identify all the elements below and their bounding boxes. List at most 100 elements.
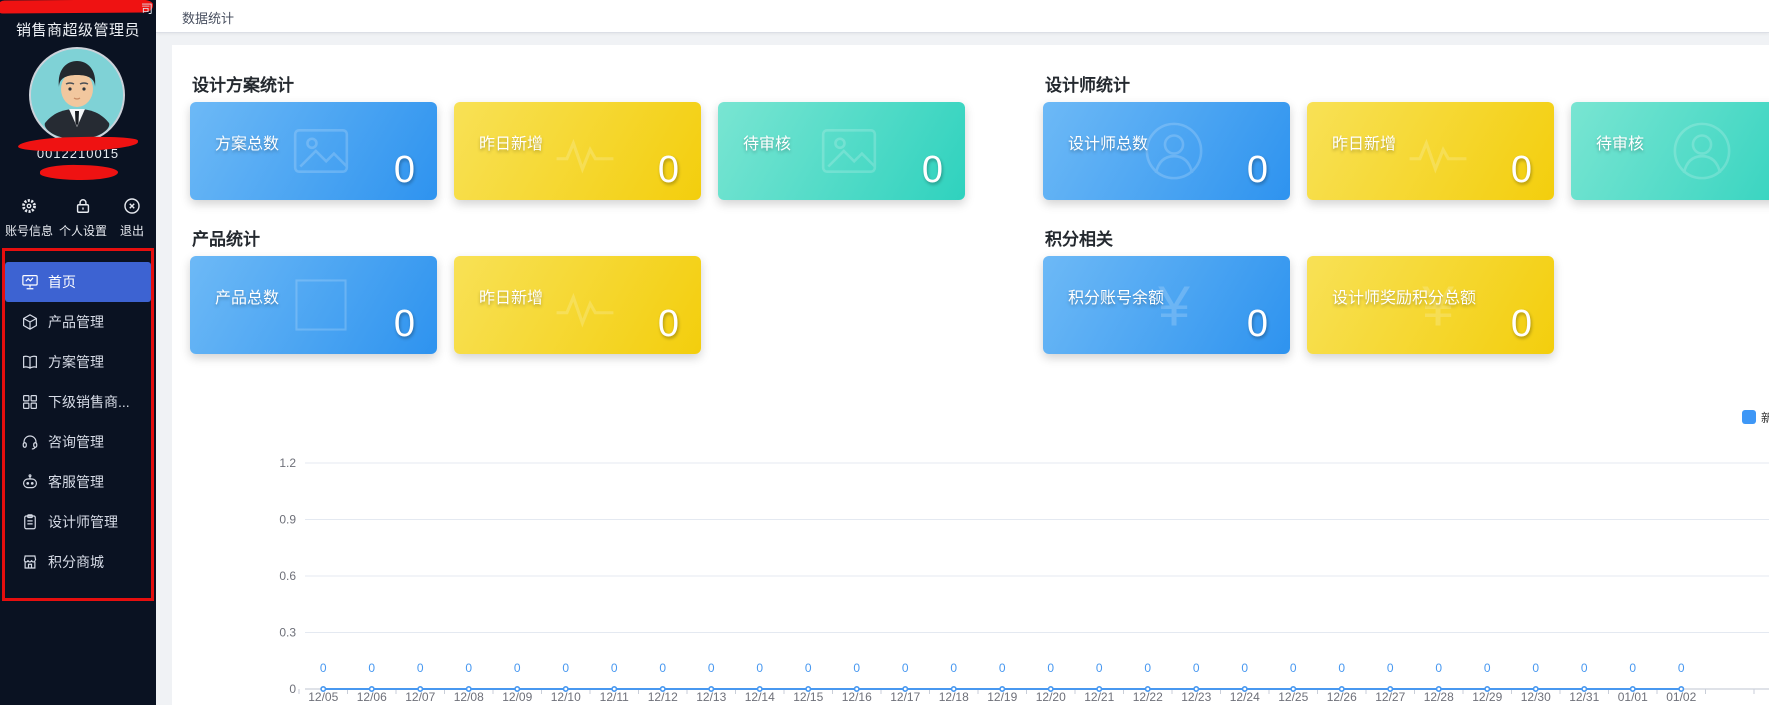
chart-point-label: 0 xyxy=(320,661,327,675)
stat-card-value: 0 xyxy=(657,149,679,191)
chart-point-label: 0 xyxy=(417,661,424,675)
tab-data-statistics[interactable]: 数据统计 xyxy=(182,11,235,26)
sidebar-item-plan-management[interactable]: 方案管理 xyxy=(5,342,151,382)
x-axis-date-label: 12/13 xyxy=(696,690,726,704)
sidebar-item-label: 方案管理 xyxy=(48,354,104,370)
stat-card-value: 0 xyxy=(1510,303,1532,345)
x-axis-date-label: 12/18 xyxy=(939,690,969,704)
sidebar-item-sub-dealers[interactable]: 下级销售商... xyxy=(5,382,151,422)
sidebar-item-label: 客服管理 xyxy=(48,474,104,490)
stat-card-value: 0 xyxy=(393,303,415,345)
chart-data-point xyxy=(368,685,375,692)
chart-data-point xyxy=(805,685,812,692)
chart-point-label: 0 xyxy=(708,661,715,675)
stat-card-value: 0 xyxy=(1510,149,1532,191)
logout-icon[interactable] xyxy=(122,196,142,218)
chart-point-label: 0 xyxy=(1435,661,1442,675)
stat-card-value: 0 xyxy=(1246,149,1268,191)
x-axis-date-label: 12/25 xyxy=(1278,690,1308,704)
chart-legend[interactable]: 新 xyxy=(1742,410,1769,425)
x-axis-date-label: 12/23 xyxy=(1181,690,1211,704)
x-axis-date-label: 12/22 xyxy=(1133,690,1163,704)
x-axis-date-label: 12/17 xyxy=(890,690,920,704)
chart-data-point xyxy=(756,685,763,692)
chart-data-point xyxy=(562,685,569,692)
sidebar-item-customer-service[interactable]: 客服管理 xyxy=(5,462,151,502)
x-axis-date-label: 12/29 xyxy=(1472,690,1502,704)
chart-data-point xyxy=(902,685,909,692)
chart-data-point xyxy=(417,685,424,692)
chart-point-label: 0 xyxy=(902,661,909,675)
legend-label[interactable]: 新 xyxy=(1761,410,1769,425)
chart-data-point xyxy=(1193,685,1200,692)
action-personal-settings[interactable]: 个人设置 xyxy=(56,196,110,239)
y-axis-tick-label: 0 xyxy=(289,682,296,696)
sidebar-item-label: 积分商城 xyxy=(48,554,104,570)
stat-card-points-1: ¥ 设计师奖励积分总额 0 xyxy=(1307,256,1554,354)
stat-card-value: 0 xyxy=(657,303,679,345)
x-axis-date-label: 12/06 xyxy=(357,690,387,704)
x-axis-date-label: 01/01 xyxy=(1618,690,1648,704)
chart-point-label: 0 xyxy=(1096,661,1103,675)
chart-data-point xyxy=(1096,685,1103,692)
chart-data-point xyxy=(1581,685,1588,692)
chart-point-label: 0 xyxy=(1629,661,1636,675)
x-axis-date-label: 12/27 xyxy=(1375,690,1405,704)
stat-card-value: 0 xyxy=(393,149,415,191)
stat-card-designers-2: 待审核 xyxy=(1571,102,1769,200)
chart-data-point xyxy=(514,685,521,692)
section-title-points: 积分相关 xyxy=(1045,230,1113,249)
redaction-scribble-nickname xyxy=(39,164,119,181)
chart-point-label: 0 xyxy=(1484,661,1491,675)
x-axis-date-label: 12/11 xyxy=(600,690,629,704)
legend-swatch[interactable] xyxy=(1742,410,1756,424)
person-watermark-icon xyxy=(1143,120,1205,182)
sidebar-actions: 账号信息 个人设置 退出 xyxy=(2,196,154,239)
pulse-watermark-icon xyxy=(554,274,616,336)
image-watermark-icon xyxy=(818,120,880,182)
lock-icon[interactable] xyxy=(73,196,93,218)
chart-data-point xyxy=(659,685,666,692)
x-axis-date-label: 12/30 xyxy=(1521,690,1551,704)
x-axis-date-label: 12/07 xyxy=(405,690,435,704)
x-axis-date-label: 12/24 xyxy=(1230,690,1260,704)
chart-svg: 1.2 0.9 0.6 0.3 0 0 12/05 0 12/06 0 12/07 0 12/08 0 12… xyxy=(279,410,1769,704)
chart-point-label: 0 xyxy=(1290,661,1297,675)
stat-card-designers-1: 昨日新增 0 xyxy=(1307,102,1554,200)
chart-point-label: 0 xyxy=(805,661,812,675)
gear-icon[interactable] xyxy=(19,196,39,218)
chart-point-label: 0 xyxy=(514,661,521,675)
sidebar-item-points-mall[interactable]: 积分商城 xyxy=(5,542,151,582)
chart-data-point xyxy=(853,685,860,692)
stat-card-label: 积分账号余额 xyxy=(1068,290,1165,307)
chart-point-label: 0 xyxy=(1193,661,1200,675)
y-axis-tick-label: 1.2 xyxy=(279,456,296,470)
sidebar-item-label: 产品管理 xyxy=(48,314,104,330)
sidebar-item-label: 咨询管理 xyxy=(48,434,104,450)
x-axis-date-label: 12/28 xyxy=(1424,690,1454,704)
x-axis-date-label: 12/19 xyxy=(987,690,1017,704)
yen-watermark-icon: ¥ xyxy=(1143,274,1205,336)
yen-watermark-icon: ¥ xyxy=(1407,274,1469,336)
chart-point-label: 0 xyxy=(368,661,375,675)
stat-card-label: 昨日新增 xyxy=(479,136,544,153)
sidebar-item-consultation-management[interactable]: 咨询管理 xyxy=(5,422,151,462)
chart-point-label: 0 xyxy=(756,661,763,675)
sidebar-item-designer-management[interactable]: 设计师管理 xyxy=(5,502,151,542)
stat-card-label: 设计师总数 xyxy=(1068,136,1149,153)
redaction-scribble-company xyxy=(0,0,154,14)
chart-point-label: 0 xyxy=(562,661,569,675)
y-axis-tick-label: 0.9 xyxy=(279,513,296,527)
chart-point-label: 0 xyxy=(950,661,957,675)
sidebar-item-product-management[interactable]: 产品管理 xyxy=(5,302,151,342)
action-logout[interactable]: 退出 xyxy=(110,196,154,239)
chart-data-point xyxy=(1435,685,1442,692)
action-account-info[interactable]: 账号信息 xyxy=(2,196,56,239)
dashboard-panel: 设计方案统计 方案总数 0 昨日新增 0 待审核 0 设计师统计 设计师总数 0 昨日新增 0 待审核产… xyxy=(172,45,1769,705)
stat-card-label: 产品总数 xyxy=(215,290,280,307)
chart-data-point xyxy=(465,685,472,692)
sidebar-item-home[interactable]: 首页 xyxy=(5,262,151,302)
x-axis-date-label: 12/10 xyxy=(551,690,581,704)
chart-data-point xyxy=(708,685,715,692)
